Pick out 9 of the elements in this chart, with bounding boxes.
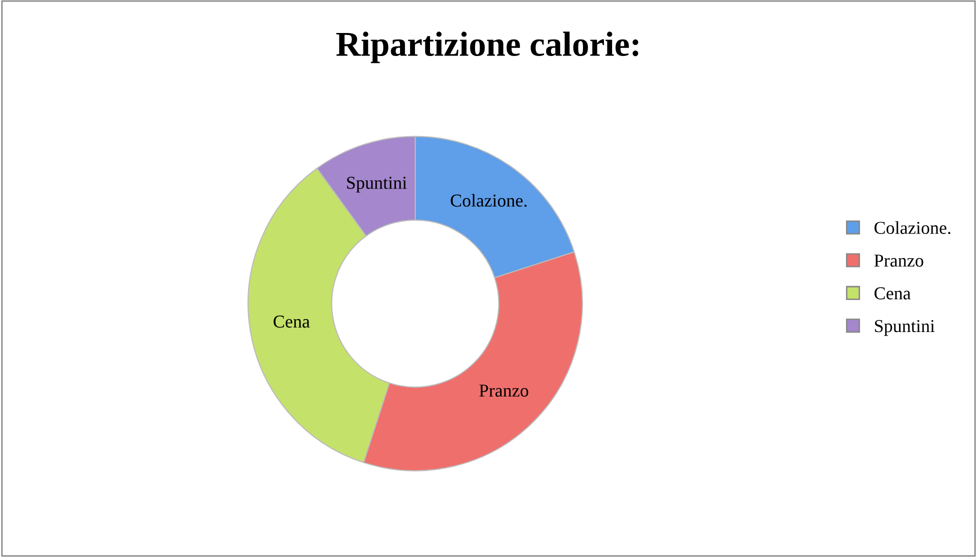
slice-label: Cena <box>274 316 310 328</box>
legend-label: Colazione. <box>874 221 950 234</box>
legend-label: Cena <box>874 287 911 300</box>
slice-label: Pranzo <box>479 384 528 397</box>
slice-label: Spuntini <box>347 176 407 193</box>
legend-label: Spuntini <box>874 320 935 336</box>
slice-label: Colazione. <box>450 194 527 207</box>
chart-title: Ripartizione calorie: <box>336 32 638 64</box>
legend-label: Pranzo <box>874 254 924 267</box>
